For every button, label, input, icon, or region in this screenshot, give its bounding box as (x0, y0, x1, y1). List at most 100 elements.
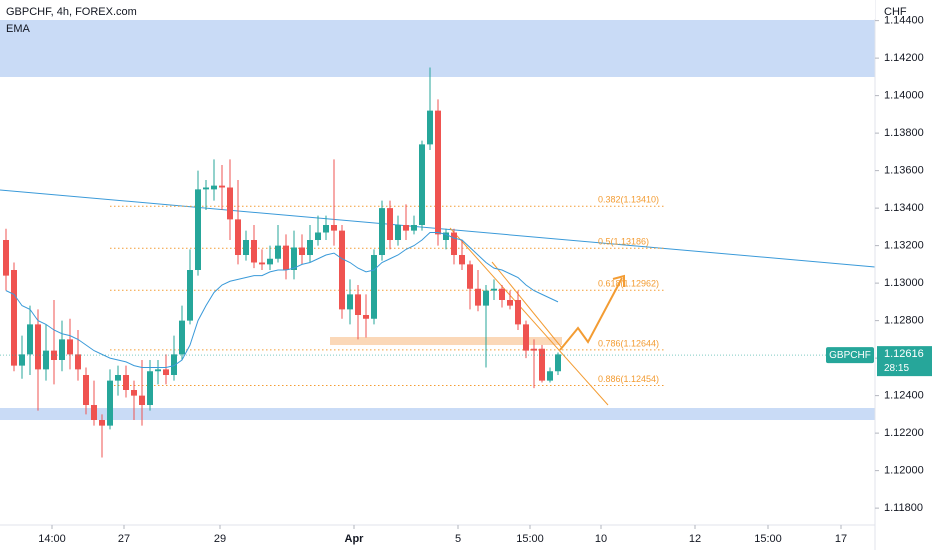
candle-body (531, 348, 537, 351)
candle-body (3, 240, 9, 276)
y-tick-label: 1.12200 (884, 427, 924, 439)
candle-body (539, 348, 545, 381)
fib-label: 0.886(1.12454) (598, 374, 659, 384)
candle-body (555, 354, 561, 372)
x-tick-label: 5 (455, 533, 461, 545)
candle-body (315, 232, 321, 240)
candle-body (419, 144, 425, 225)
candle-body (123, 375, 129, 390)
candle-body (59, 339, 65, 360)
candle-body (107, 380, 113, 426)
candle-body (475, 288, 481, 306)
fib-label: 0.5(1.13186) (598, 237, 649, 247)
y-tick-label: 1.14200 (884, 52, 924, 64)
candle-body (99, 420, 105, 426)
chart-title: GBPCHF, 4h, FOREX.com (6, 6, 137, 18)
candle-body (139, 395, 145, 405)
candle-body (171, 354, 177, 375)
candle-body (339, 230, 345, 310)
candle-body (243, 240, 249, 255)
y-tick-label: 1.12000 (884, 465, 924, 477)
candle-body (451, 232, 457, 255)
currency-label: CHF (884, 6, 907, 18)
candle-body (323, 225, 329, 233)
x-tick-label: 14:00 (38, 533, 66, 545)
candle-body (251, 240, 257, 263)
candle-body (331, 225, 337, 231)
y-tick-label: 1.13800 (884, 127, 924, 139)
candle-body (307, 240, 313, 255)
candle-body (387, 208, 393, 240)
candle-body (523, 324, 529, 351)
support-zone (0, 408, 875, 420)
y-tick-label: 1.13400 (884, 202, 924, 214)
candle-body (283, 245, 289, 270)
candle-body (83, 375, 89, 405)
countdown-label: 28:15 (884, 363, 909, 374)
indicator-label: EMA (6, 23, 31, 35)
candle-body (179, 320, 185, 355)
y-tick-label: 1.14000 (884, 90, 924, 102)
candle-body (219, 185, 225, 188)
candle-body (43, 350, 49, 370)
candle-body (131, 390, 137, 396)
x-tick-label: 10 (595, 533, 607, 545)
symbol-tag (826, 347, 874, 364)
candle-body (115, 375, 121, 381)
arrow-head (612, 274, 625, 287)
candle-body (187, 270, 193, 321)
candle-body (435, 110, 441, 235)
fib-label: 0.786(1.12644) (598, 338, 659, 348)
candle-body (299, 247, 305, 255)
candle-body (427, 110, 433, 145)
x-tick-label: 17 (835, 533, 847, 545)
candle-body (371, 255, 377, 319)
y-tick-label: 1.13000 (884, 277, 924, 289)
x-tick-label: 27 (118, 533, 130, 545)
resistance-zone (0, 20, 875, 77)
y-tick-label: 1.12800 (884, 315, 924, 327)
candle-body (147, 371, 153, 405)
symbol-tag-label: GBPCHF (829, 350, 871, 361)
fib-label: 0.382(1.13410) (598, 195, 659, 205)
candle-body (547, 371, 553, 381)
x-tick-label: 15:00 (516, 533, 544, 545)
y-tick-label: 1.13600 (884, 165, 924, 177)
ema-line (5, 232, 559, 368)
candle-body (235, 219, 241, 255)
candle-body (27, 324, 33, 355)
candle-body (363, 315, 369, 319)
y-tick-label: 1.14400 (884, 15, 924, 27)
candle-body (403, 225, 409, 231)
candle-body (483, 290, 489, 306)
candle-body (467, 264, 473, 289)
candle-body (163, 369, 169, 375)
candle-body (211, 185, 217, 190)
candle-body (499, 288, 505, 300)
candle-body (459, 255, 465, 265)
candle-body (67, 339, 73, 355)
candle-body (195, 189, 201, 270)
projection-arrow (559, 277, 623, 351)
candle-body (491, 288, 497, 291)
channel-line (449, 227, 609, 406)
candle-body (91, 405, 97, 420)
x-tick-label: 15:00 (754, 533, 782, 545)
fib-label: 0.618(1.12962) (598, 279, 659, 289)
candle-body (355, 294, 361, 315)
candle-body (507, 300, 513, 306)
candle-body (227, 187, 233, 220)
candle-body (75, 354, 81, 370)
channel-line (491, 261, 563, 349)
candle-body (203, 187, 209, 190)
candle-body (515, 300, 521, 325)
candle-body (267, 258, 273, 265)
candle-body (347, 294, 353, 310)
candle-body (443, 232, 449, 240)
candle-body (275, 245, 281, 259)
demand-zone (330, 337, 562, 345)
candle-body (291, 247, 297, 270)
x-tick-label: 29 (214, 533, 226, 545)
candle-body (379, 208, 385, 255)
